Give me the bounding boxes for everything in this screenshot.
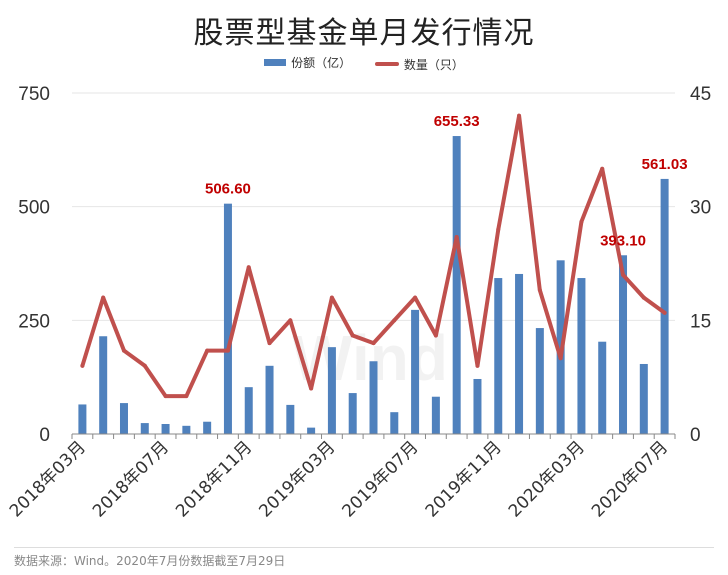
bar [452,136,461,435]
line-point [184,394,189,399]
data-label: 655.33 [434,113,480,130]
source-note: 数据来源：Wind。2020年7月份数据截至7月29日 [14,547,714,569]
bar [515,273,524,434]
x-tick-label: 2019年07月 [339,437,423,521]
chart-plot: 02505007500153045Wind506.60655.33393.105… [6,84,711,521]
line-point [80,363,85,368]
line-point [579,219,584,224]
line-point [267,341,272,346]
bar [619,255,628,434]
x-tick-label: 2018年03月 [6,437,90,521]
bar [535,328,544,434]
line-point [225,348,230,353]
legend-swatch-shares [264,59,287,66]
bar [265,365,274,434]
legend-item-shares: 份额（亿） [264,54,351,71]
line-point [413,295,418,300]
bar [99,336,108,434]
legend-label-shares: 份额（亿） [291,56,352,70]
line-point [142,363,147,368]
line-point [392,318,397,323]
x-tick-label: 2018年07月 [89,437,173,521]
bar [161,423,170,434]
y-tick-label-right: 45 [690,84,711,105]
line-point [163,394,168,399]
line-point [662,310,667,315]
x-tick-label: 2018年11月 [172,437,256,521]
line-point [309,386,314,391]
y-tick-label-right: 15 [690,311,711,332]
bar [431,396,440,434]
bar [348,393,357,434]
bar [244,387,253,434]
y-tick-label-left: 0 [39,425,50,446]
line-point [288,318,293,323]
y-tick-label-left: 750 [18,84,50,105]
line-point [558,356,563,361]
y-tick-label-right: 0 [690,425,701,446]
bar [223,203,232,434]
line-point [246,265,251,270]
bar [390,412,399,434]
line-point [350,333,355,338]
bar [494,278,503,434]
line-point [205,348,210,353]
bar [182,425,191,434]
y-tick-label-right: 30 [690,198,711,219]
line-point [475,363,480,368]
data-label: 506.60 [205,181,251,198]
legend-label-count: 数量（只） [403,57,464,72]
line-point [600,166,605,171]
bar [473,378,482,434]
x-tick-label: 2019年03月 [255,437,339,521]
legend-item-count: 数量（只） [374,56,464,73]
bar [286,404,295,434]
bar [369,361,378,434]
chart-legend: 份额（亿） 数量（只） [0,54,728,73]
chart-title: 股票型基金单月发行情况 [193,16,535,51]
bar [140,423,149,434]
x-tick-label: 2020年03月 [505,437,589,521]
x-tick-label: 2019年11月 [422,437,506,521]
line-point [433,333,438,338]
bar [598,341,607,434]
bar [203,421,212,434]
line-point [517,113,522,118]
legend-swatch-count [374,62,399,66]
line-point [454,234,459,239]
data-label: 393.10 [600,232,646,249]
line-point [121,348,126,353]
bar [411,309,420,434]
line-point [641,295,646,300]
bar [660,178,669,434]
x-tick-label: 2020年07月 [588,437,672,521]
bar [327,347,336,434]
bar [307,427,316,434]
line-point [101,295,106,300]
line-point [621,272,626,277]
data-label: 561.03 [642,156,688,173]
line-point [496,227,501,232]
line-point [329,295,334,300]
bar [639,363,648,434]
y-tick-label-left: 500 [18,198,50,219]
line-point [537,288,542,293]
bar [78,404,87,434]
line-point [371,341,376,346]
bar [119,403,128,434]
y-tick-label-left: 250 [18,311,50,332]
bar [577,278,586,434]
